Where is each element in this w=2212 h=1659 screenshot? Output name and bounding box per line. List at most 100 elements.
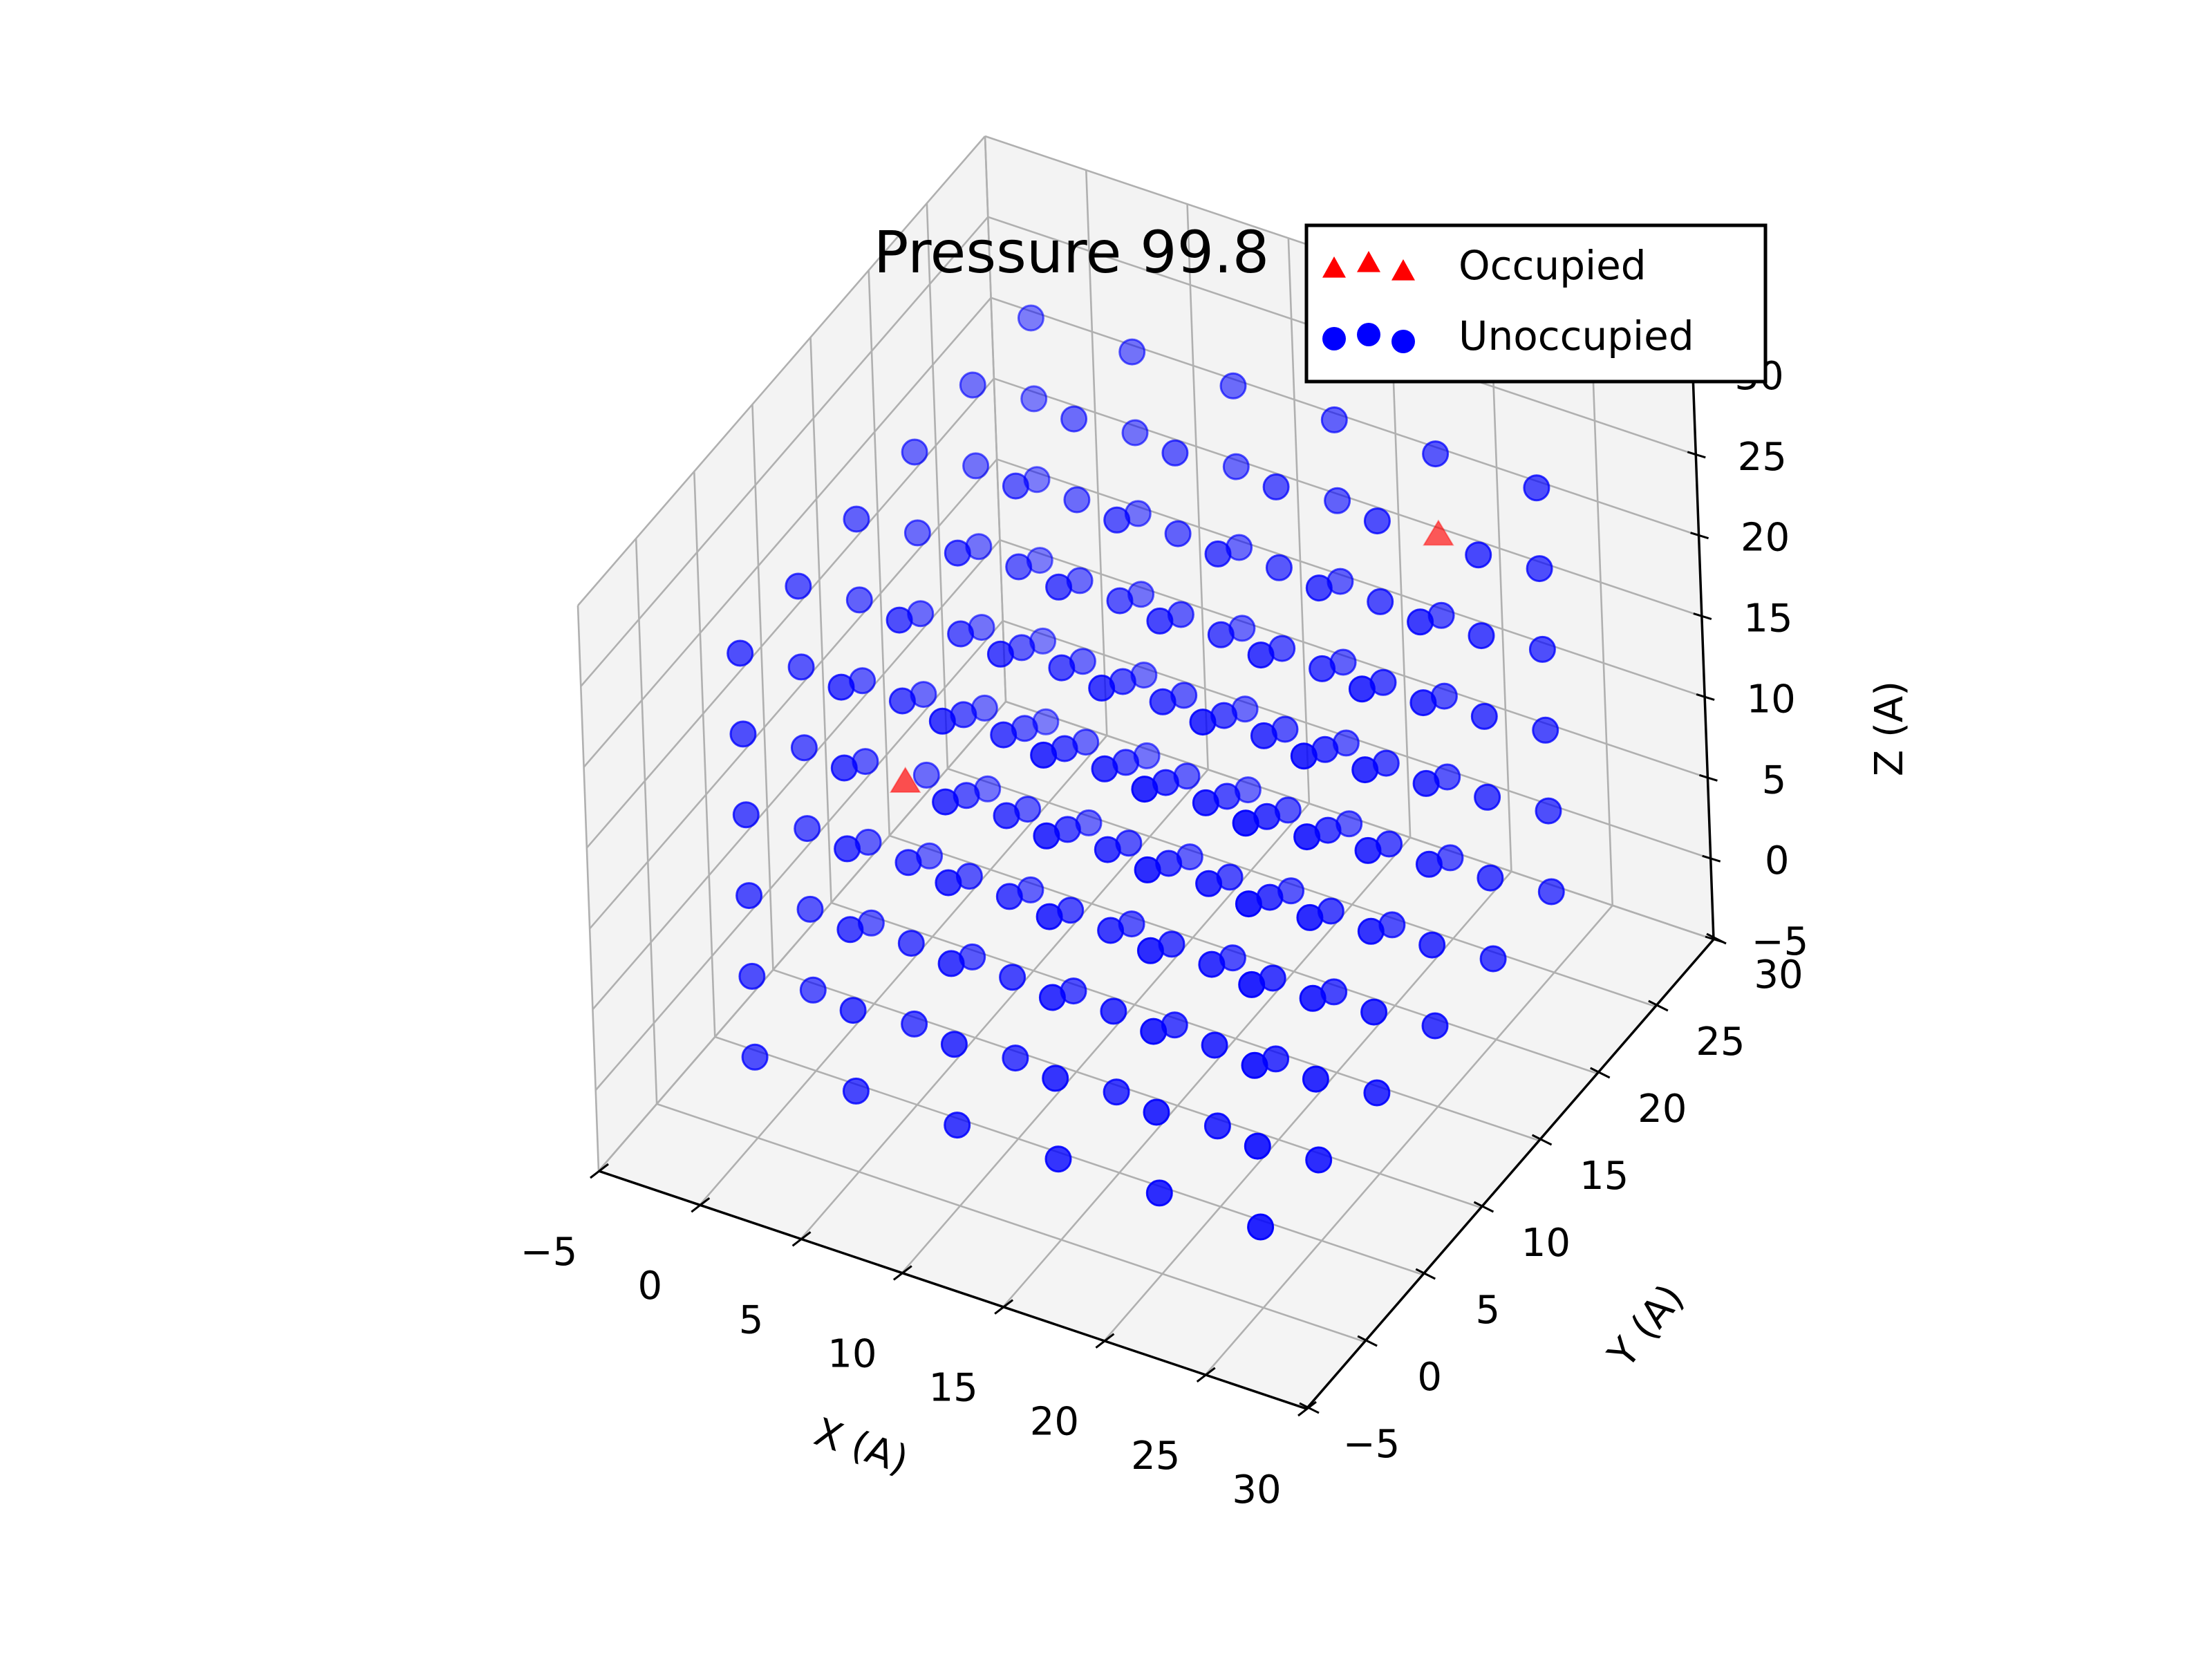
unoccupied-point bbox=[1479, 945, 1507, 973]
y-tick bbox=[1415, 1268, 1436, 1280]
gridline bbox=[577, 605, 600, 1172]
unoccupied-point bbox=[799, 976, 827, 1004]
unoccupied-point bbox=[1238, 971, 1266, 998]
legend-triangle bbox=[1357, 251, 1380, 272]
unoccupied-point bbox=[1195, 870, 1223, 897]
unoccupied-point bbox=[1354, 836, 1382, 864]
unoccupied-point bbox=[1201, 1031, 1228, 1059]
x-tick-label: 0 bbox=[637, 1264, 662, 1309]
y-tick bbox=[1706, 932, 1727, 945]
unoccupied-point bbox=[1103, 506, 1131, 534]
unoccupied-point bbox=[1222, 453, 1250, 480]
z-tick bbox=[1687, 451, 1706, 459]
unoccupied-point bbox=[1164, 520, 1192, 547]
unoccupied-point bbox=[842, 1077, 870, 1105]
unoccupied-point bbox=[1474, 783, 1501, 811]
unoccupied-point bbox=[1526, 555, 1553, 583]
unoccupied-point bbox=[1367, 588, 1394, 615]
unoccupied-point bbox=[1290, 742, 1318, 770]
x-tick-label: 15 bbox=[929, 1366, 978, 1411]
occupied-point bbox=[1423, 519, 1454, 546]
unoccupied-point bbox=[1121, 419, 1149, 447]
chart-title: Pressure 99.8 bbox=[874, 218, 1269, 286]
y-tick bbox=[1648, 1000, 1669, 1012]
unoccupied-point bbox=[1192, 789, 1219, 816]
unoccupied-point bbox=[1537, 878, 1565, 906]
z-tick bbox=[1690, 532, 1709, 540]
unoccupied-point bbox=[932, 788, 959, 816]
y-tick-label: −5 bbox=[1343, 1422, 1400, 1467]
unoccupied-point bbox=[1030, 741, 1058, 769]
z-tick-label: 15 bbox=[1743, 597, 1792, 641]
floor-pane bbox=[599, 702, 1714, 1409]
unoccupied-point bbox=[1532, 716, 1559, 744]
unoccupied-point bbox=[845, 586, 873, 614]
unoccupied-point bbox=[903, 519, 931, 547]
unoccupied-point bbox=[1309, 655, 1336, 682]
unoccupied-point bbox=[1465, 541, 1492, 569]
unoccupied-point bbox=[1020, 385, 1048, 413]
unoccupied-point bbox=[1048, 654, 1076, 682]
unoccupied-point bbox=[1421, 1012, 1449, 1040]
unoccupied-point bbox=[1091, 755, 1118, 782]
unoccupied-point bbox=[1136, 937, 1164, 964]
y-tick-label: 15 bbox=[1580, 1154, 1629, 1199]
unoccupied-point bbox=[1088, 674, 1116, 702]
legend-unoccupied-marker bbox=[1322, 323, 1415, 353]
legend-unoccupied-label: Unoccupied bbox=[1459, 312, 1694, 359]
x-tick-label: 20 bbox=[1030, 1400, 1079, 1445]
legend-triangle bbox=[1391, 259, 1415, 281]
unoccupied-point bbox=[928, 707, 956, 735]
unoccupied-point bbox=[888, 687, 916, 715]
unoccupied-point bbox=[839, 997, 867, 1024]
gridline bbox=[583, 297, 992, 768]
unoccupied-point bbox=[940, 1031, 968, 1058]
axis-ticks bbox=[590, 370, 1727, 1417]
unoccupied-point bbox=[995, 883, 1023, 910]
x-tick bbox=[1196, 1367, 1216, 1383]
unoccupied-point bbox=[727, 639, 754, 667]
y-tick-label: 25 bbox=[1696, 1020, 1745, 1065]
unoccupied-point bbox=[1241, 1051, 1268, 1079]
gridline bbox=[580, 216, 989, 687]
gridline bbox=[926, 203, 949, 769]
unoccupied-point bbox=[1357, 917, 1385, 945]
y-axis-line bbox=[1305, 938, 1715, 1410]
unoccupied-point bbox=[1407, 608, 1434, 636]
unoccupied-point bbox=[732, 801, 760, 829]
unoccupied-point bbox=[1250, 722, 1277, 749]
unoccupied-point bbox=[729, 720, 757, 748]
legend-circle bbox=[1357, 323, 1380, 346]
legend: Occupied Unoccupied bbox=[1304, 223, 1768, 384]
unoccupied-point bbox=[1305, 574, 1333, 602]
gridline bbox=[751, 404, 774, 971]
gridline bbox=[1287, 238, 1311, 804]
unoccupied-point bbox=[735, 882, 763, 910]
unoccupied-point bbox=[1470, 702, 1498, 730]
unoccupied-point bbox=[794, 815, 821, 843]
unoccupied-point bbox=[935, 869, 962, 897]
unoccupied-point bbox=[827, 673, 855, 701]
y-tick bbox=[1531, 1134, 1553, 1146]
x-tick-label: 5 bbox=[739, 1297, 764, 1342]
unoccupied-point bbox=[962, 452, 990, 480]
z-tick-label: 20 bbox=[1741, 516, 1790, 561]
gridline bbox=[1186, 204, 1209, 770]
unoccupied-point bbox=[1363, 1079, 1391, 1107]
occupied-point bbox=[889, 766, 921, 793]
gridline bbox=[1085, 170, 1108, 736]
unoccupied-point bbox=[1265, 554, 1293, 581]
unoccupied-point bbox=[1247, 1213, 1275, 1241]
unoccupied-point bbox=[741, 1043, 769, 1071]
unoccupied-point bbox=[1477, 864, 1504, 892]
unoccupied-point bbox=[843, 505, 870, 533]
unoccupied-point bbox=[1060, 405, 1088, 433]
unoccupied-point bbox=[1189, 709, 1217, 736]
gridline bbox=[693, 471, 716, 1038]
z-tick-label: 25 bbox=[1738, 435, 1787, 480]
z-tick bbox=[1698, 774, 1718, 782]
unoccupied-point bbox=[1219, 372, 1247, 400]
gridline bbox=[635, 538, 658, 1105]
